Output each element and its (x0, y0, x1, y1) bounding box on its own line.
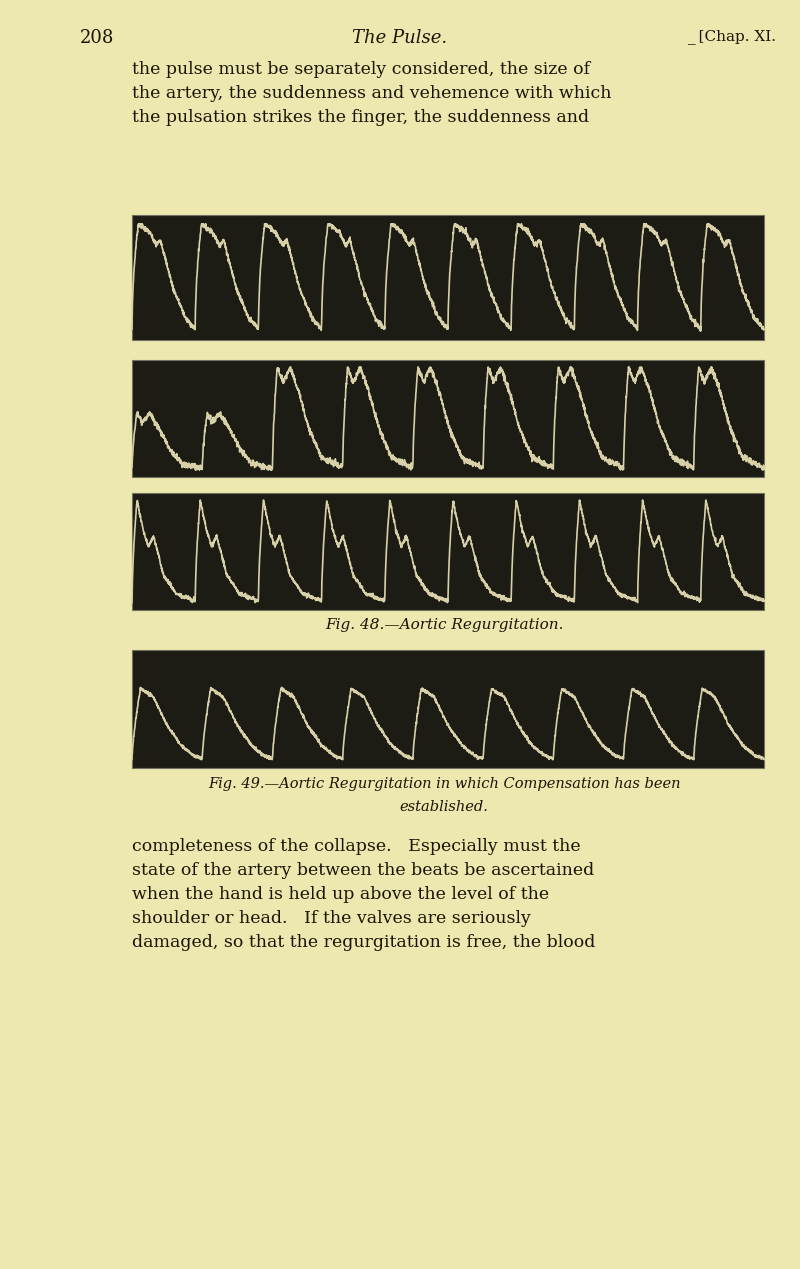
Bar (132, 360, 764, 477)
Text: 208: 208 (80, 29, 114, 47)
Text: shoulder or head.   If the valves are seriously: shoulder or head. If the valves are seri… (132, 910, 531, 928)
Text: completeness of the collapse.   Especially must the: completeness of the collapse. Especially… (132, 838, 581, 855)
Text: the pulse must be separately considered, the size of: the pulse must be separately considered,… (132, 61, 590, 77)
Bar (132, 650, 764, 768)
Text: Fig. 49.—Aortic Regurgitation in which Compensation has been: Fig. 49.—Aortic Regurgitation in which C… (208, 777, 680, 791)
Text: Fig. 48.—Aortic Regurgitation.: Fig. 48.—Aortic Regurgitation. (325, 618, 563, 632)
Text: The Pulse.: The Pulse. (353, 29, 447, 47)
Text: when the hand is held up above the level of the: when the hand is held up above the level… (132, 886, 549, 904)
Text: the artery, the suddenness and vehemence with which: the artery, the suddenness and vehemence… (132, 85, 611, 102)
Text: the pulsation strikes the finger, the suddenness and: the pulsation strikes the finger, the su… (132, 109, 589, 126)
Text: state of the artery between the beats be ascertained: state of the artery between the beats be… (132, 862, 594, 879)
Bar (132, 214, 764, 340)
Text: damaged, so that the regurgitation is free, the blood: damaged, so that the regurgitation is fr… (132, 934, 595, 952)
Text: _ [Chap. XI.: _ [Chap. XI. (688, 29, 776, 44)
Bar (132, 492, 764, 610)
Text: established.: established. (399, 799, 489, 813)
